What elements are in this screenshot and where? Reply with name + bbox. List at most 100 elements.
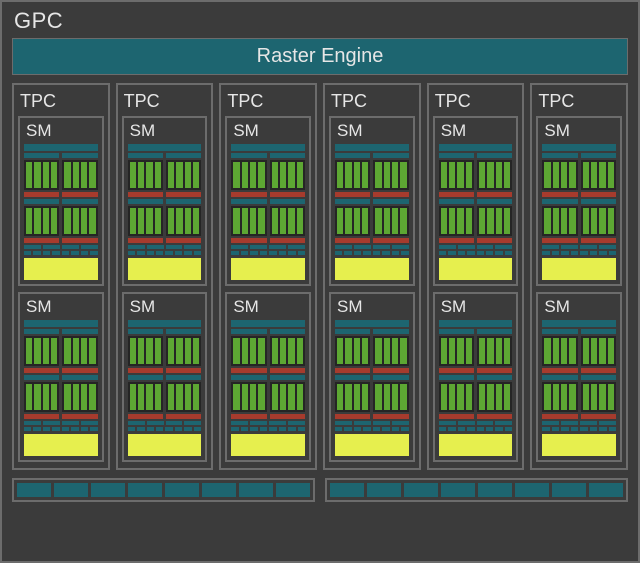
core-row: [24, 160, 98, 190]
cuda-core: [185, 338, 191, 364]
bottom-seg: [441, 483, 475, 497]
core-half: [373, 206, 408, 236]
cuda-core: [233, 384, 239, 410]
sm-label: SM: [542, 121, 616, 144]
dash-seg: [62, 245, 79, 249]
red-half: [477, 238, 512, 243]
cuda-core: [608, 384, 614, 410]
cuda-core: [345, 384, 351, 410]
sm-teal-split: [335, 153, 409, 158]
teal-half: [373, 375, 408, 380]
core-half: [270, 382, 305, 412]
red-half: [581, 238, 616, 243]
red-row: [128, 192, 202, 197]
dash-seg: [52, 427, 59, 431]
dash-seg: [401, 251, 408, 255]
sm-cache: [128, 258, 202, 280]
dash-seg: [561, 421, 578, 425]
dash-seg: [250, 427, 257, 431]
cuda-core: [146, 384, 152, 410]
dash-seg: [250, 245, 267, 249]
teal-half: [62, 329, 97, 334]
teal-half: [128, 153, 163, 158]
core-row: [231, 336, 305, 366]
dash-seg: [486, 427, 493, 431]
dash-row-1: [128, 421, 202, 425]
cuda-core: [130, 162, 136, 188]
teal-half: [581, 329, 616, 334]
sm-teal-split: [439, 199, 513, 204]
sm-teal-split: [24, 329, 98, 334]
dash-seg: [184, 427, 191, 431]
dash-seg: [90, 427, 97, 431]
cuda-core: [487, 162, 493, 188]
sm-block: SM: [536, 116, 622, 286]
core-half: [477, 160, 512, 190]
cuda-core: [43, 162, 49, 188]
dash-seg: [156, 251, 163, 255]
cuda-core: [591, 208, 597, 234]
cuda-core: [297, 208, 303, 234]
bottom-half: [12, 478, 315, 502]
red-row: [335, 192, 409, 197]
dash-seg: [552, 251, 559, 255]
cuda-core: [155, 384, 161, 410]
dash-seg: [354, 421, 371, 425]
dash-seg: [52, 251, 59, 255]
dash-seg: [458, 421, 475, 425]
teal-half: [166, 375, 201, 380]
cuda-core: [496, 208, 502, 234]
cuda-core: [73, 208, 79, 234]
red-row: [128, 414, 202, 419]
bottom-seg: [165, 483, 199, 497]
sm-block: SM: [18, 116, 104, 286]
bottom-seg: [515, 483, 549, 497]
dash-seg: [344, 427, 351, 431]
core-half: [128, 336, 163, 366]
cuda-core: [185, 162, 191, 188]
teal-half: [24, 153, 59, 158]
cuda-core: [479, 338, 485, 364]
teal-half: [270, 375, 305, 380]
cuda-core: [504, 338, 510, 364]
dash-seg: [477, 245, 494, 249]
cuda-core: [337, 162, 343, 188]
dash-seg: [467, 251, 474, 255]
sm-body: [335, 144, 409, 280]
teal-half: [439, 199, 474, 204]
cuda-core: [457, 338, 463, 364]
dash-seg: [477, 421, 494, 425]
sm-body: [128, 144, 202, 280]
bottom-seg: [330, 483, 364, 497]
dash-seg: [448, 251, 455, 255]
dash-seg: [194, 427, 201, 431]
cuda-core: [544, 384, 550, 410]
cuda-core: [89, 384, 95, 410]
core-row: [439, 160, 513, 190]
core-half: [62, 336, 97, 366]
dash-seg: [62, 421, 79, 425]
core-half: [270, 206, 305, 236]
core-half: [439, 206, 474, 236]
teal-half: [128, 199, 163, 204]
red-row: [128, 238, 202, 243]
teal-half: [477, 153, 512, 158]
dash-row-1: [335, 245, 409, 249]
cuda-core: [354, 162, 360, 188]
dash-seg: [71, 251, 78, 255]
cuda-core: [561, 384, 567, 410]
cuda-core: [258, 338, 264, 364]
red-half: [62, 238, 97, 243]
cuda-core: [233, 338, 239, 364]
bottom-seg: [404, 483, 438, 497]
dash-seg: [580, 421, 597, 425]
cuda-core: [441, 162, 447, 188]
teal-half: [335, 329, 370, 334]
dash-row-1: [24, 421, 98, 425]
cuda-core: [479, 208, 485, 234]
dash-seg: [590, 427, 597, 431]
teal-half: [166, 199, 201, 204]
red-row: [542, 192, 616, 197]
core-half: [373, 336, 408, 366]
cuda-core: [272, 338, 278, 364]
